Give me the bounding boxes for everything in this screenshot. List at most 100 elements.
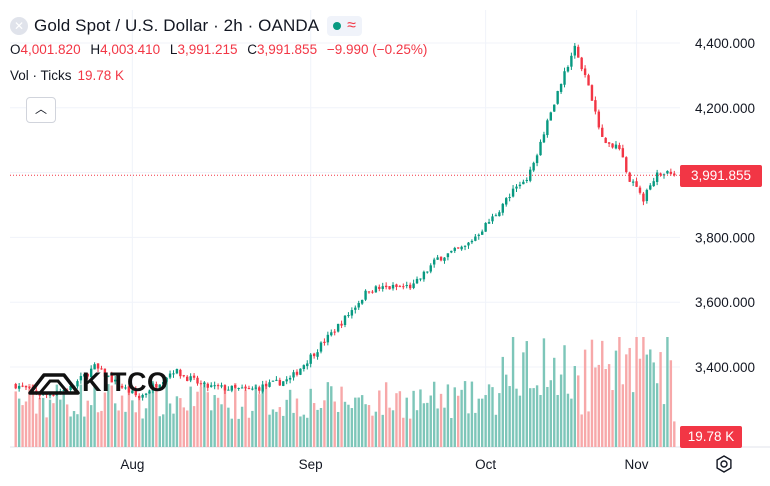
volume-bar [601,340,604,447]
candle-body [76,381,79,387]
candle-body [432,259,436,265]
candle-body [192,375,196,378]
volume-bar [405,397,408,447]
candle-body [556,91,559,104]
candle-body [570,55,573,67]
volume-bar [628,347,631,447]
y-tick-label: 3,800.000 [695,230,755,245]
candle-body [573,45,577,56]
volume-bar [288,389,292,447]
volume-bar [309,388,312,447]
volume-bar [388,407,391,447]
candle-body [529,169,532,181]
volume-bar [144,408,148,447]
volume-bar [477,398,480,447]
candle-body [539,141,542,156]
volume-bar [326,382,330,447]
volume-bar [384,382,388,447]
candle-body [587,75,590,86]
candle-body [89,368,93,378]
candle-body [549,112,553,121]
candle-body [460,246,463,250]
symbol-title[interactable]: Gold Spot / U.S. Dollar · 2h · OANDA [34,16,320,35]
x-tick-label: Oct [475,457,496,472]
candle-body [165,377,168,382]
volume-bar [587,411,590,447]
candle-body [302,365,306,369]
close-value: 3,991.855 [257,42,318,57]
candle-body [275,379,278,381]
volume-bar [614,350,618,447]
candle-body [515,186,518,189]
candle-body [96,363,100,369]
candle-body [347,315,350,317]
candle-body [505,198,508,205]
candle-body [264,383,268,387]
volume-bar [103,392,107,447]
candle-body [52,394,55,396]
candle-body [230,385,234,391]
close-icon[interactable]: ✕ [10,17,28,35]
volume-bar [631,392,635,447]
volume-bar [254,384,258,447]
volume-bar [110,385,113,447]
candle-body [649,185,652,190]
volume-bar [532,388,535,447]
candle-body [292,372,295,378]
high-value: 4,003.410 [100,42,161,57]
candle-body [655,172,659,182]
candle-body [340,323,343,326]
kitco-logo-icon [28,372,80,395]
volume-bar [55,384,59,447]
volume-bar [247,417,251,447]
volume-bar [189,386,192,447]
volume-bar [453,387,456,447]
candle-body [357,303,360,308]
collapse-legend-button[interactable]: ︿ [26,97,56,123]
volume-bar [381,414,384,447]
candle-body [240,387,244,389]
volume-bar [546,386,549,447]
last-volume-badge: 19.78 K [680,426,742,448]
y-tick-label: 3,400.000 [695,360,755,375]
candle-body [299,368,302,375]
volume-bars [14,337,676,447]
volume-bar [638,358,642,447]
gear-icon[interactable] [714,454,734,474]
volume-bar [515,388,518,447]
volume-bar [621,384,625,447]
volume-bar [227,407,230,447]
candle-body [120,385,124,388]
volume-bar [415,410,419,447]
candle-body [210,385,213,387]
last-price-badge: 3,991.855 [680,165,762,187]
open-value: 4,001.820 [20,42,81,57]
candle-body [258,387,261,391]
volume-bar [113,403,117,447]
volume-bar [463,381,467,447]
volume-bar [192,406,196,447]
volume-bar [302,414,306,447]
candle-body [326,334,330,343]
ohlc-values: O4,001.820 H4,003.410 L3,991.215 C3,991.… [10,42,433,60]
volume-bar [408,418,412,447]
candle-body [333,331,336,333]
volume-bar [151,382,155,447]
volume-bar [474,412,477,447]
candle-body [456,247,460,249]
candle-body [621,148,625,158]
candle-body [439,256,443,261]
candle-body [518,184,522,187]
volume-bar [354,397,357,447]
volume-bar [470,381,474,447]
volume-bar [573,366,577,447]
candle-body [446,253,450,258]
volume-bar [542,338,546,447]
volume-bar [360,395,364,447]
candle-body [470,240,474,243]
status-badge[interactable]: ≈ [327,16,362,36]
volume-bar [529,388,532,447]
candle-body [172,373,175,375]
volume-bar [65,404,69,447]
